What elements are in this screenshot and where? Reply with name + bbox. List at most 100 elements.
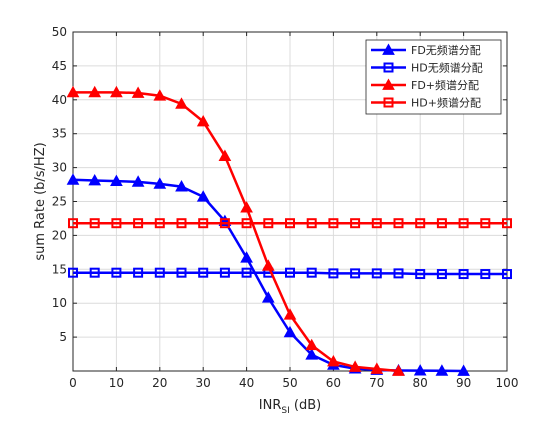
data-point (66, 173, 80, 185)
data-point (219, 218, 230, 229)
legend-label: HD无频谱分配 (411, 61, 483, 75)
data-point (436, 269, 447, 280)
data-point (154, 267, 165, 278)
series-2 (68, 267, 512, 280)
data-point (110, 85, 123, 98)
data-point (328, 218, 339, 229)
data-point (89, 218, 100, 229)
legend-swatch-marker (382, 43, 395, 55)
data-point (371, 268, 382, 279)
data-point (240, 201, 253, 213)
data-point (502, 218, 512, 229)
data-point (458, 218, 469, 229)
series-line (73, 91, 399, 373)
data-point (175, 180, 188, 192)
y-tick-label: 20 (52, 228, 67, 242)
data-point (218, 149, 232, 161)
legend-item: HD无频谱分配 (371, 61, 483, 75)
data-point (153, 89, 167, 101)
data-point (392, 364, 405, 376)
data-point (240, 251, 253, 263)
x-axis-label-unit: (dB) (290, 398, 321, 413)
data-point (393, 218, 404, 229)
data-point (131, 86, 145, 98)
data-point (68, 267, 78, 278)
data-point (261, 291, 275, 303)
x-tick-label: 30 (196, 376, 211, 390)
data-point (306, 267, 317, 278)
data-point (435, 364, 449, 376)
data-point (480, 269, 491, 280)
data-point (415, 218, 426, 229)
data-point (111, 267, 122, 278)
data-point (348, 360, 362, 372)
data-point (154, 218, 165, 229)
data-point (261, 259, 275, 271)
x-tick-label: 90 (456, 376, 471, 390)
x-tick-label: 50 (282, 376, 297, 390)
data-point (350, 218, 361, 229)
data-point (196, 190, 210, 202)
series-4 (68, 218, 512, 229)
data-point (305, 338, 319, 351)
data-point (285, 218, 295, 229)
legend-item: HD+频谱分配 (371, 96, 481, 110)
data-point (176, 267, 187, 278)
data-point (283, 308, 297, 320)
data-point (350, 268, 361, 279)
data-point (241, 267, 252, 278)
x-tick-label: 100 (496, 376, 519, 390)
x-tick-label: 20 (152, 376, 167, 390)
x-tick-label: 70 (369, 376, 384, 390)
y-tick-label: 35 (52, 127, 67, 141)
legend-item: FD无频谱分配 (371, 43, 481, 57)
data-point (480, 218, 491, 229)
data-point (133, 267, 144, 278)
data-point (196, 114, 210, 127)
legend: FD无频谱分配 HD无频谱分配 FD+频谱分配 HD+频谱分配 (365, 39, 502, 115)
data-point (327, 354, 340, 367)
x-tick-label: 40 (239, 376, 254, 390)
y-tick-label: 10 (52, 296, 67, 310)
series-line (73, 271, 507, 276)
data-point (283, 325, 297, 338)
data-point (153, 177, 167, 189)
data-point (110, 174, 123, 187)
x-axis-label: INRSI (dB) (259, 398, 321, 416)
data-point (305, 348, 319, 360)
x-tick-label: 0 (69, 376, 77, 390)
x-axis-label-main: INR (259, 398, 282, 413)
y-tick-label: 30 (52, 161, 67, 175)
data-point (285, 267, 295, 278)
data-point (306, 218, 317, 229)
y-tick-label: 25 (52, 195, 67, 209)
data-point (88, 173, 102, 186)
data-point (370, 362, 384, 374)
y-tick-label: 15 (52, 262, 67, 276)
legend-swatch-marker (383, 97, 394, 108)
x-tick-label: 60 (326, 376, 341, 390)
data-point (413, 364, 427, 376)
data-point (458, 269, 469, 280)
legend-swatch-marker (383, 62, 394, 73)
legend-label: FD无频谱分配 (411, 43, 481, 57)
x-axis-label-subscript: SI (281, 406, 289, 416)
data-point (198, 267, 209, 278)
y-tick-label: 45 (52, 59, 67, 73)
x-tick-label: 80 (413, 376, 428, 390)
series-3 (66, 85, 405, 376)
data-point (89, 267, 100, 278)
data-point (176, 218, 187, 229)
data-point (111, 218, 122, 229)
legend-label: HD+频谱分配 (411, 96, 481, 110)
y-tick-label: 40 (52, 93, 67, 107)
data-point (457, 364, 470, 376)
data-point (393, 268, 404, 279)
legend-item: FD+频谱分配 (371, 78, 479, 92)
data-point (66, 85, 80, 98)
data-point (328, 268, 339, 279)
data-point (263, 218, 274, 229)
data-point (502, 269, 512, 280)
